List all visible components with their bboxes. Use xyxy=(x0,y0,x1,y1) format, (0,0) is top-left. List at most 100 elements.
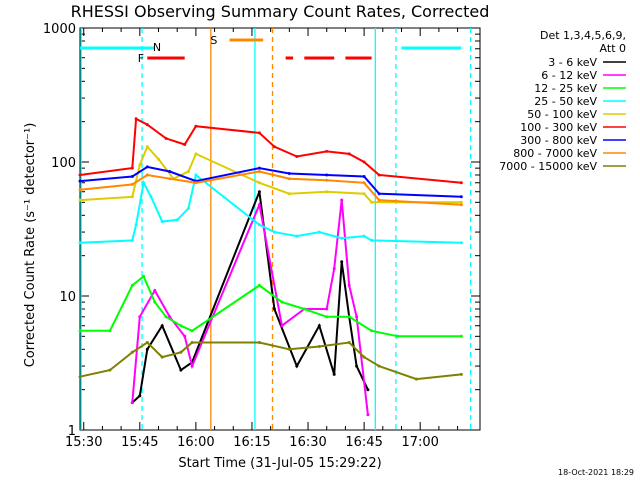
data-point xyxy=(257,131,261,135)
data-point xyxy=(78,329,82,333)
data-point xyxy=(459,334,463,338)
legend-header-line1: Det 1,3,4,5,6,9, xyxy=(540,29,626,42)
data-point xyxy=(194,152,198,156)
x-axis-label: Start Time (31-Jul-05 15:29:22) xyxy=(178,456,381,471)
data-point xyxy=(295,364,299,368)
x-tick-label: 15:30 xyxy=(65,435,102,450)
data-point xyxy=(340,236,344,240)
x-tick-label: 16:45 xyxy=(345,435,382,450)
data-point xyxy=(459,241,463,245)
legend-label: 25 - 50 keV xyxy=(534,95,597,108)
legend-header-line2: Att 0 xyxy=(600,42,626,55)
data-point xyxy=(355,364,359,368)
chart-title: RHESSI Observing Summary Count Rates, Co… xyxy=(71,2,490,21)
data-point xyxy=(175,218,179,222)
data-point xyxy=(78,241,82,245)
data-point xyxy=(257,190,261,194)
data-point xyxy=(130,350,134,354)
series-line xyxy=(79,173,462,244)
data-point xyxy=(362,181,366,185)
data-point xyxy=(325,190,329,194)
data-point xyxy=(160,355,164,359)
data-point xyxy=(257,203,261,207)
data-point xyxy=(377,173,381,177)
data-point xyxy=(145,123,149,127)
data-point xyxy=(157,157,160,161)
data-point xyxy=(153,289,157,292)
data-point xyxy=(134,223,138,227)
data-point xyxy=(145,341,149,344)
data-point xyxy=(168,170,172,173)
data-point xyxy=(362,234,366,238)
data-point xyxy=(257,181,261,185)
data-point xyxy=(179,350,183,354)
series-line xyxy=(79,144,462,204)
data-point xyxy=(272,145,276,149)
data-point xyxy=(164,315,168,319)
legend-label: 50 - 100 keV xyxy=(527,108,597,121)
data-point xyxy=(138,315,142,319)
data-point xyxy=(347,315,351,319)
data-point xyxy=(287,177,291,181)
data-point xyxy=(280,300,284,304)
data-point xyxy=(257,341,261,344)
data-point xyxy=(317,324,321,328)
data-point xyxy=(164,136,168,140)
data-point xyxy=(325,307,329,311)
data-point xyxy=(130,175,134,178)
data-point xyxy=(459,200,463,204)
data-point xyxy=(459,195,463,199)
data-point xyxy=(377,192,381,196)
data-point xyxy=(130,283,134,287)
data-point xyxy=(160,220,164,223)
legend-label: 7000 - 15000 keV xyxy=(499,160,597,173)
data-point xyxy=(145,165,149,169)
data-point xyxy=(317,230,321,234)
data-point xyxy=(317,345,321,348)
data-point xyxy=(272,307,276,311)
x-tick-label: 16:00 xyxy=(177,435,214,450)
data-point xyxy=(459,181,463,185)
data-point xyxy=(459,372,463,376)
data-point xyxy=(362,160,366,164)
data-point xyxy=(134,117,138,121)
data-point xyxy=(257,170,261,173)
saa-label: S xyxy=(210,34,217,47)
legend-label: 100 - 300 keV xyxy=(520,121,597,134)
data-point xyxy=(194,181,198,185)
data-point xyxy=(366,413,370,417)
data-point xyxy=(347,341,351,344)
data-point xyxy=(257,166,261,170)
data-point xyxy=(340,260,344,264)
data-point xyxy=(78,375,82,379)
data-point xyxy=(370,200,374,204)
data-point xyxy=(145,145,149,149)
data-point xyxy=(138,394,142,398)
data-point xyxy=(108,368,112,372)
series-line xyxy=(79,341,462,381)
data-point xyxy=(377,198,381,202)
data-point xyxy=(160,324,164,328)
data-point xyxy=(145,173,149,177)
data-point xyxy=(362,192,366,196)
data-point xyxy=(78,173,82,177)
series-line xyxy=(131,199,369,415)
legend-label: 3 - 6 keV xyxy=(548,56,597,69)
data-point xyxy=(332,267,336,271)
legend-label: 300 - 800 keV xyxy=(520,134,597,147)
series-line xyxy=(131,191,369,404)
data-point xyxy=(332,372,336,376)
series-line xyxy=(80,274,462,338)
y-tick-label: 100 xyxy=(51,156,76,171)
data-point xyxy=(287,192,291,196)
data-point xyxy=(347,283,351,287)
data-point xyxy=(414,377,418,381)
y-tick-label: 1000 xyxy=(43,22,76,37)
data-point xyxy=(190,364,194,368)
data-point xyxy=(130,182,134,186)
data-point xyxy=(130,166,134,170)
data-point xyxy=(78,188,82,192)
data-point xyxy=(272,230,276,234)
data-point xyxy=(257,223,261,227)
